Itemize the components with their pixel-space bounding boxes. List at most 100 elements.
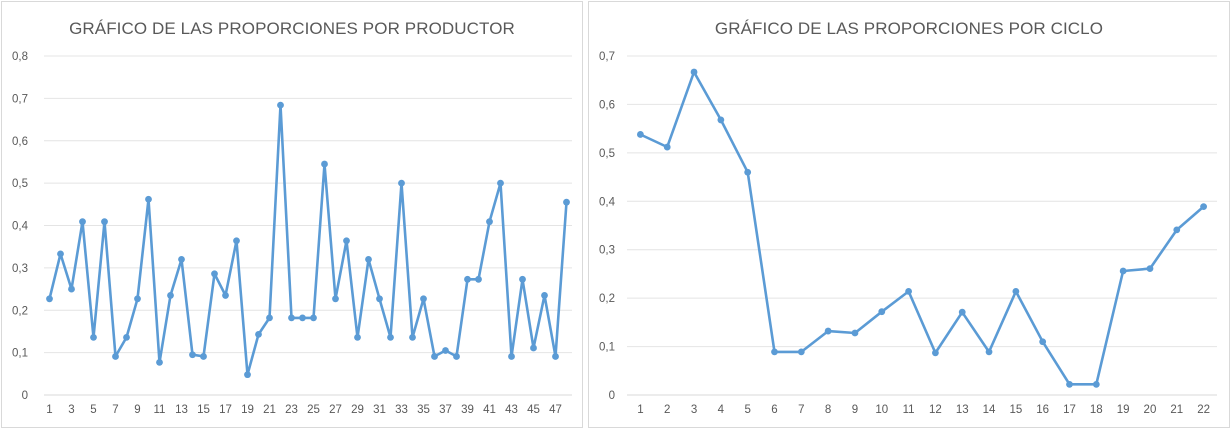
- y-tick-label: 0,1: [599, 342, 615, 354]
- data-point: [409, 333, 416, 341]
- y-tick-label: 0,2: [599, 293, 615, 305]
- data-point: [932, 349, 939, 357]
- data-point: [354, 333, 361, 341]
- data-point: [1200, 203, 1207, 211]
- y-tick-label: 0,4: [599, 196, 616, 208]
- data-point: [797, 348, 805, 356]
- x-tick-label: 20: [1144, 404, 1157, 416]
- data-point: [1012, 287, 1020, 295]
- x-tick-label: 16: [1036, 404, 1049, 416]
- x-tick-label: 3: [691, 404, 697, 416]
- x-tick-label: 19: [241, 404, 254, 416]
- data-point: [46, 295, 53, 303]
- data-point: [277, 101, 284, 109]
- x-tick-label: 27: [329, 404, 342, 416]
- data-point: [178, 256, 185, 263]
- series-line: [639, 70, 1205, 386]
- data-point: [878, 308, 886, 316]
- data-point: [771, 348, 778, 356]
- data-point: [985, 348, 993, 356]
- chart-title: GRÁFICO DE LAS PROPORCIONES POR CICLO: [714, 19, 1104, 38]
- y-tick-label: 0: [22, 390, 28, 402]
- data-point: [376, 295, 383, 303]
- data-point: [398, 179, 405, 187]
- x-tick-label: 5: [744, 404, 750, 416]
- data-point: [299, 314, 306, 322]
- data-point: [145, 195, 152, 203]
- x-tick-label: 18: [1090, 404, 1103, 416]
- data-point: [90, 333, 97, 341]
- data-point: [365, 256, 372, 263]
- data-point: [266, 314, 273, 322]
- x-tick-label: 7: [798, 404, 804, 416]
- data-point: [244, 371, 251, 379]
- y-tick-label: 0,5: [12, 178, 28, 190]
- data-point: [332, 295, 339, 303]
- x-tick-label: 7: [112, 404, 118, 416]
- data-point: [851, 329, 859, 337]
- x-tick-label: 29: [351, 404, 364, 416]
- data-point: [310, 314, 317, 322]
- data-point: [255, 331, 262, 338]
- x-tick-label: 21: [1170, 404, 1183, 416]
- x-tick-label: 45: [527, 404, 540, 416]
- data-point: [905, 287, 912, 295]
- data-point: [112, 353, 119, 360]
- y-tick-label: 0,2: [12, 305, 28, 317]
- y-tick-label: 0,6: [12, 136, 28, 148]
- data-point: [442, 347, 449, 354]
- data-point: [233, 237, 240, 245]
- x-tick-label: 10: [875, 404, 888, 416]
- data-point: [552, 353, 559, 360]
- y-tick-label: 0: [609, 390, 615, 402]
- data-point: [431, 353, 438, 360]
- x-tick-label: 11: [154, 404, 166, 416]
- data-point: [1119, 267, 1127, 275]
- x-tick-label: 43: [505, 404, 518, 416]
- x-tick-label: 4: [718, 404, 725, 416]
- x-tick-label: 9: [134, 404, 140, 416]
- x-tick-label: 19: [1117, 404, 1130, 416]
- data-point: [486, 218, 493, 226]
- y-tick-label: 0,7: [599, 51, 615, 63]
- data-point: [1146, 265, 1154, 273]
- x-tick-label: 35: [417, 404, 430, 416]
- data-point: [134, 295, 141, 303]
- data-point: [475, 275, 482, 283]
- x-tick-label: 11: [903, 404, 915, 416]
- x-tick-label: 15: [197, 404, 210, 416]
- x-tick-label: 33: [395, 404, 408, 416]
- x-tick-label: 22: [1197, 404, 1210, 416]
- series-line: [48, 103, 568, 377]
- x-tick-label: 6: [771, 404, 777, 416]
- chart-svg-productor: 00,10,20,30,40,50,60,70,81 3 5 7 9 11 13 15 17 19…: [12, 51, 572, 416]
- chart-panel-ciclo: GRÁFICO DE LAS PROPORCIONES POR CICLO 0 0…: [588, 1, 1230, 428]
- data-point: [563, 198, 570, 206]
- data-point: [541, 292, 548, 299]
- data-point: [453, 353, 460, 360]
- data-point: [156, 358, 163, 366]
- x-tick-label: 47: [549, 404, 562, 416]
- chart-title: GRÁFICO DE LAS PROPORCIONES POR PRODUCTO…: [69, 19, 515, 38]
- data-point: [123, 333, 130, 341]
- x-tick-label: 39: [461, 404, 474, 416]
- y-tick-label: 0,3: [599, 245, 615, 257]
- data-point: [637, 131, 644, 138]
- x-tick-label: 17: [1063, 404, 1076, 416]
- data-point: [464, 275, 471, 283]
- x-tick-label: 5: [90, 404, 96, 416]
- data-point: [79, 218, 86, 226]
- x-tick-label: 1: [637, 404, 643, 416]
- data-point: [343, 237, 350, 245]
- data-point: [321, 160, 328, 168]
- x-tick-label: 37: [439, 404, 452, 416]
- data-point: [1173, 226, 1181, 234]
- data-point: [1066, 380, 1073, 388]
- data-point: [958, 308, 966, 316]
- x-tick-label: 1: [46, 404, 52, 416]
- data-point: [508, 353, 515, 360]
- x-tick-label: 15: [1009, 404, 1022, 416]
- x-tick-label: 21: [263, 404, 276, 416]
- y-tick-label: 0,5: [599, 148, 615, 160]
- data-point: [717, 116, 725, 124]
